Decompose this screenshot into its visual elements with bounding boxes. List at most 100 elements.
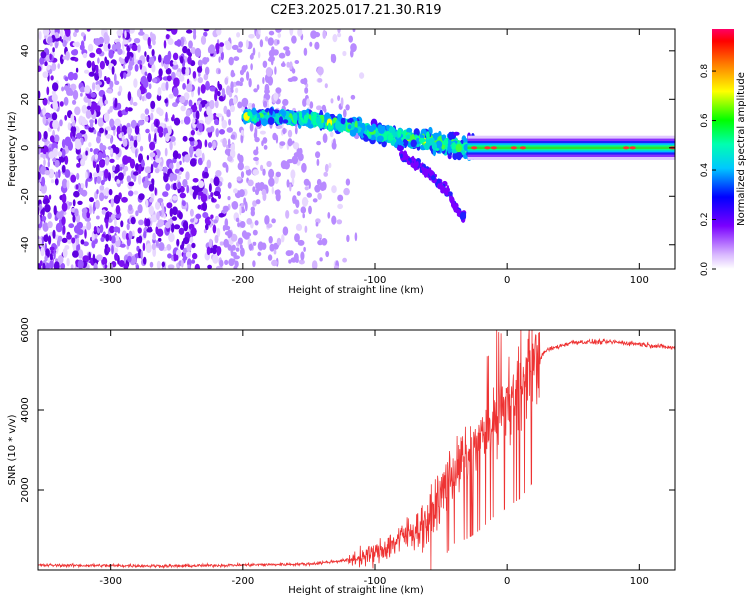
spectrogram-noise-dot	[133, 78, 138, 88]
spectrogram-noise-dot	[273, 242, 279, 250]
spectrogram-noise-dot	[275, 87, 282, 94]
spectrogram-noise-dot	[172, 195, 178, 201]
colorbar-tick-label: 0.6	[700, 113, 710, 128]
spectrogram-noise-dot	[238, 154, 244, 164]
spectrogram-noise-dot	[92, 159, 97, 169]
spectrogram-noise-dot	[38, 203, 42, 211]
spectrogram-noise-dot	[135, 148, 138, 158]
spectrogram-noise-dot	[219, 241, 224, 246]
spectrogram-noise-dot	[117, 91, 122, 96]
spectrogram-noise-dot	[138, 165, 142, 175]
spectrogram-noise-dot	[126, 126, 133, 135]
spectrogram-noise-dot	[91, 233, 95, 242]
spectrogram-noise-dot	[163, 54, 171, 65]
spectrogram-noise-dot	[96, 105, 101, 112]
spectrogram-noise-dot	[150, 163, 154, 174]
spectrogram-noise-dot	[303, 47, 308, 56]
spectrogram-noise-dot	[91, 82, 96, 91]
spectrogram-noise-dot	[133, 38, 141, 44]
spectrogram-noise-dot	[145, 243, 152, 254]
spectrogram-noise-dot	[182, 135, 188, 142]
spectrogram-noise-dot	[230, 134, 236, 140]
spectrogram-noise-dot	[66, 258, 70, 267]
spectrogram-noise-dot	[122, 39, 129, 45]
spectrogram-noise-dot	[130, 119, 137, 129]
spectrogram-noise-dot	[314, 184, 321, 193]
spectrogram-branch-dot	[449, 191, 453, 197]
spectrogram-noise-dot	[42, 115, 47, 125]
spectrogram-stable-band-layer	[467, 146, 675, 149]
spectrogram-noise-dot	[322, 133, 328, 144]
spectrogram-noise-dot	[128, 60, 135, 66]
spectrogram-noise-dot	[110, 263, 113, 269]
spectrogram-noise-dot	[169, 162, 174, 170]
spectrogram-noise-dot	[99, 192, 105, 202]
spectrogram-noise-dot	[158, 242, 165, 251]
spectrogram-noise-dot	[145, 128, 150, 134]
spectrogram-noise-dot	[43, 159, 46, 167]
spectrogram-noise-dot	[230, 246, 234, 255]
spectrogram-noise-dot	[64, 76, 69, 82]
spectrogram-noise-dot	[105, 211, 110, 222]
spectrogram-noise-dot	[137, 227, 142, 234]
spectrogram-noise-dot	[206, 159, 212, 169]
spectrogram-band-dot	[451, 142, 456, 150]
spectrogram-noise-dot	[304, 225, 308, 233]
spectrogram-noise-dot	[252, 169, 260, 176]
spectrogram-noise-dot	[291, 76, 298, 82]
spectrogram-noise-dot	[74, 208, 79, 217]
spectrogram-noise-dot	[168, 93, 174, 99]
spectrogram-noise-dot	[85, 150, 88, 156]
spectrogram-noise-dot	[59, 101, 64, 107]
spectrogram-noise-dot	[172, 114, 175, 121]
spectrogram-noise-dot	[115, 205, 121, 215]
spectrogram-noise-dot	[147, 173, 151, 179]
spectrogram-noise-dot	[323, 107, 327, 113]
spectrogram-band-dot	[269, 106, 273, 116]
colorbar: 0.0 0.2 0.4 0.6 0.8 Normalized spectral ampl…	[700, 29, 747, 276]
spectrogram-noise-dot	[293, 209, 299, 215]
spectrogram-noise-dot	[94, 118, 98, 125]
spectrogram-noise-dot	[181, 66, 186, 75]
spectrogram-noise-dot	[297, 29, 303, 37]
spectrogram-noise-dot	[230, 81, 234, 91]
spectrogram-noise-dot	[70, 264, 74, 269]
spectrogram-noise-dot	[57, 169, 61, 179]
spectrogram-band-dot	[431, 142, 437, 151]
spectrogram-noise-dot	[186, 185, 190, 194]
spectrogram-noise-dot	[103, 32, 109, 42]
spectrogram-noise-dot	[166, 202, 173, 209]
spectrogram-noise-dot	[216, 246, 221, 257]
spectrogram-noise-dot	[194, 47, 202, 58]
spectrogram-noise-dot	[101, 256, 108, 266]
spectrogram-noise-dot	[165, 68, 172, 75]
spectrogram-noise-dot	[138, 219, 144, 226]
spectrogram-noise-dot	[57, 151, 63, 157]
spectrogram-noise-dot	[240, 133, 244, 144]
spectrogram-noise-dot	[109, 225, 115, 234]
spectrogram-noise-dot	[80, 32, 85, 37]
spectrogram-noise-dot	[197, 77, 203, 84]
spectrogram-noise-dot	[79, 87, 86, 93]
spectrogram-noise-dot	[208, 112, 214, 122]
spectrogram-noise-dot	[237, 162, 244, 171]
spectrogram-noise-dot	[342, 50, 347, 57]
spectrogram-noise-dot	[291, 35, 297, 44]
spectrogram-y-tick-label: -40	[20, 237, 31, 253]
spectrogram-noise-dot	[198, 180, 205, 188]
spectrogram-noise-dot	[49, 253, 53, 261]
spectrogram-noise-dot	[248, 34, 255, 39]
spectrogram-noise-dot	[165, 111, 168, 122]
spectrogram-branch-dot	[431, 175, 436, 181]
spectrogram-noise-dot	[215, 113, 223, 118]
spectrogram-noise-dot	[244, 232, 252, 237]
spectrogram-noise-dot	[128, 29, 135, 34]
spectrogram-noise-dot	[162, 191, 169, 198]
spectrogram-band-dot	[354, 120, 358, 129]
spectrogram-noise-dot	[100, 236, 105, 242]
spectrogram-noise-dot	[155, 158, 162, 164]
spectrogram-noise-dot	[322, 29, 327, 39]
spectrogram-noise-dot	[178, 227, 185, 235]
spectrogram-noise-dot	[104, 76, 107, 82]
spectrogram-noise-dot	[59, 29, 64, 39]
